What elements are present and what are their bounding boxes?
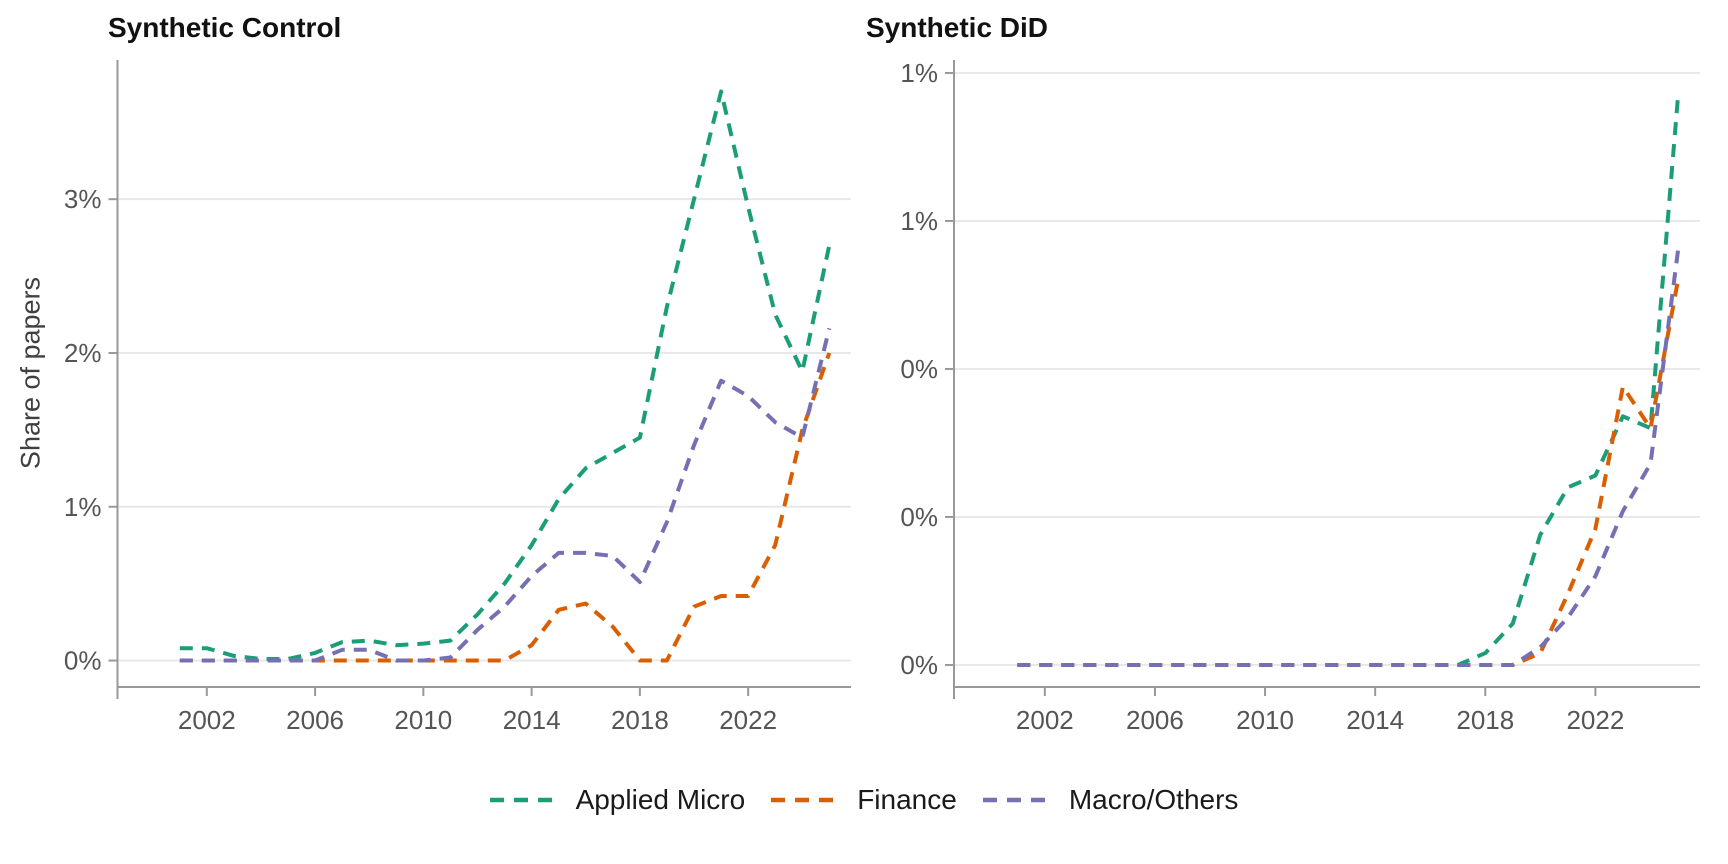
x-tick-label: 2010: [394, 705, 452, 735]
x-tick-label: 2002: [1016, 705, 1074, 735]
legend-swatch-macro-others: [982, 797, 1045, 803]
x-tick-label: 2002: [178, 705, 236, 735]
y-tick-label: 0%: [64, 646, 102, 676]
x-tick-label: 2018: [1456, 705, 1514, 735]
legend-swatch-applied-micro: [489, 797, 552, 803]
x-tick-label: 2014: [1346, 705, 1404, 735]
series-line-finance: [179, 352, 832, 663]
y-tick-label: 1%: [900, 206, 938, 236]
series-line-macro-others: [179, 327, 832, 663]
y-tick-label: 0%: [900, 650, 938, 680]
series-line-applied-micro: [179, 89, 832, 661]
y-tick-label: 0%: [900, 502, 938, 532]
x-tick-label: 2022: [719, 705, 777, 735]
legend-label-applied-micro: Applied Micro: [575, 784, 746, 815]
x-tick-label: 2006: [1126, 705, 1184, 735]
y-tick-label: 0%: [900, 354, 938, 384]
x-tick-label: 2006: [286, 705, 344, 735]
series-line-finance: [1017, 279, 1680, 667]
legend-item-macro-others: Macro/Others: [982, 784, 1239, 816]
y-tick-label: 2%: [64, 338, 102, 368]
y-tick-label: 3%: [64, 184, 102, 214]
x-tick-label: 2022: [1566, 705, 1624, 735]
legend: Applied Micro Finance Macro/Others: [0, 784, 1728, 816]
panel-1: 0% 0% 0% 1% 1% 2002 2006 2010 2014 2018 2022: [900, 58, 1700, 735]
y-axis-title: Share of papers: [15, 276, 46, 470]
legend-swatch-finance: [771, 797, 834, 803]
panel-title-synthetic-did: Synthetic DiD: [866, 12, 1049, 43]
x-tick-label: 2010: [1236, 705, 1294, 735]
y-tick-label: 1%: [64, 492, 102, 522]
panel-0: 0% 1% 2% 3% 2002 2006 2010 2014 2018 2022: [64, 60, 851, 735]
series-line-macro-others: [1017, 250, 1680, 667]
charts-canvas: 0% 1% 2% 3% 2002 2006 2010 2014 2018 2022 0% 0% 0% 1%…: [64, 58, 1700, 735]
x-tick-label: 2014: [503, 705, 561, 735]
y-tick-label: 1%: [900, 58, 938, 88]
legend-item-applied-micro: Applied Micro: [489, 784, 746, 816]
x-tick-label: 2018: [611, 705, 669, 735]
series-line-applied-micro: [1017, 96, 1680, 667]
panel-title-synthetic-control: Synthetic Control: [108, 12, 342, 43]
legend-label-macro-others: Macro/Others: [1068, 784, 1239, 815]
legend-item-finance: Finance: [771, 784, 957, 816]
legend-label-finance: Finance: [857, 784, 957, 815]
